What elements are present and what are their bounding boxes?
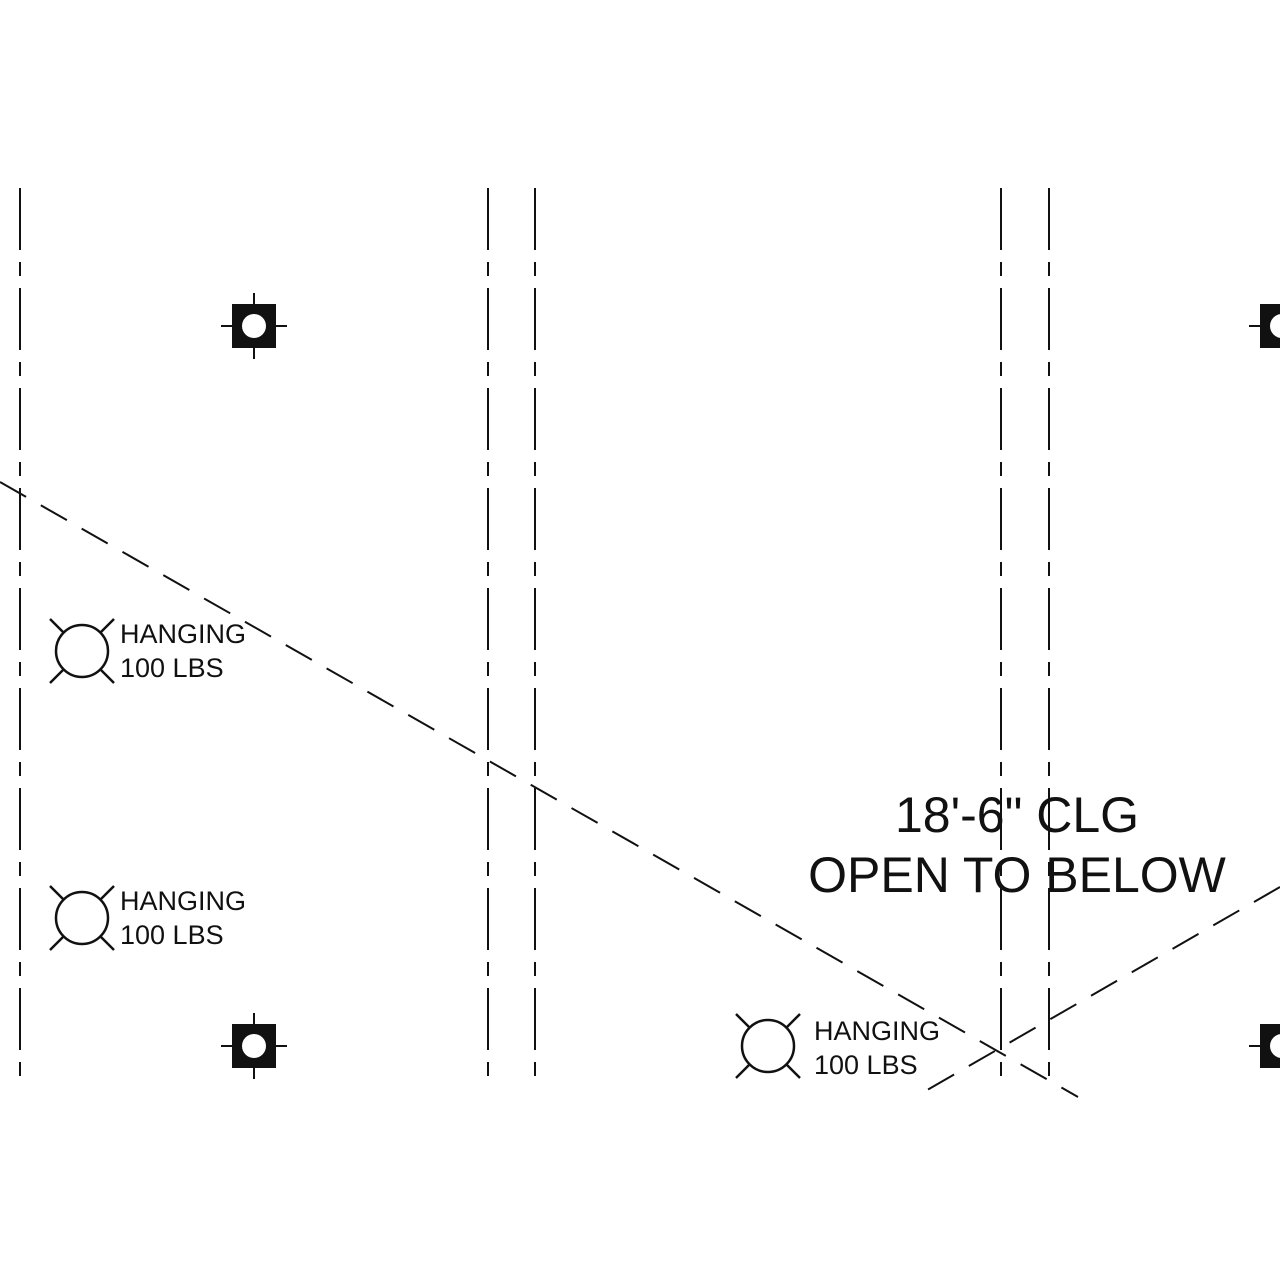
hanging-point-icon bbox=[49, 618, 115, 684]
hanging-point: HANGING 100 LBS bbox=[49, 885, 246, 951]
column-icon bbox=[1249, 1024, 1280, 1068]
open-to-below-label: OPEN TO BELOW bbox=[808, 847, 1227, 903]
hanging-label-line2: 100 LBS bbox=[814, 1050, 918, 1080]
ceiling-note: 18'-6" CLG OPEN TO BELOW bbox=[808, 787, 1227, 903]
beam-lines bbox=[19, 188, 1050, 1085]
hanging-point: HANGING 100 LBS bbox=[49, 618, 246, 684]
hanging-label-line2: 100 LBS bbox=[120, 653, 224, 683]
open-to-below-boundary bbox=[0, 481, 1280, 1098]
boundary-line bbox=[0, 481, 1079, 1098]
hanging-label-line1: HANGING bbox=[120, 886, 246, 916]
hanging-point-icon bbox=[735, 1013, 801, 1079]
hanging-point: HANGING 100 LBS bbox=[735, 1013, 940, 1080]
hanging-point-icon bbox=[49, 885, 115, 951]
boundary-line bbox=[914, 886, 1280, 1098]
hanging-label-line2: 100 LBS bbox=[120, 920, 224, 950]
hanging-label-line1: HANGING bbox=[120, 619, 246, 649]
hanging-label-line1: HANGING bbox=[814, 1016, 940, 1046]
column-icon bbox=[1249, 304, 1280, 348]
column-icon bbox=[221, 293, 287, 359]
ceiling-height-label: 18'-6" CLG bbox=[895, 787, 1139, 843]
column-icon bbox=[221, 1013, 287, 1079]
